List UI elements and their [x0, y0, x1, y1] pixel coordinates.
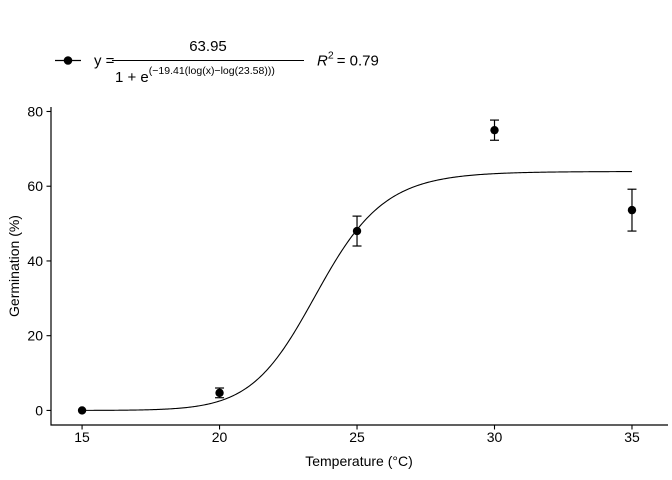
x-tick-label: 15 — [74, 429, 90, 445]
equation-denominator-base: 1 + e — [115, 69, 149, 86]
r-squared-value: = 0.79 — [337, 53, 379, 70]
legend: y = 63.95 1 + e(−19.41(log(x)−log(23.58)… — [55, 38, 379, 86]
y-tick-label: 80 — [27, 103, 43, 119]
data-point — [627, 205, 637, 215]
y-tick-label: 20 — [27, 328, 43, 344]
y-tick-label: 40 — [27, 253, 43, 269]
x-tick-label: 30 — [487, 429, 503, 445]
axes-layer: 15 20 25 30 35 0 20 40 60 80 — [27, 103, 668, 445]
equation-numerator: 63.95 — [189, 38, 227, 55]
fit-curve — [82, 171, 632, 411]
x-tick-label: 20 — [212, 429, 228, 445]
equation-exponent: (−19.41(log(x)−log(23.58))) — [149, 65, 275, 77]
x-tick-label: 35 — [624, 429, 640, 445]
equation-r-squared: R2 = 0.79 — [317, 50, 379, 70]
data-point — [215, 388, 224, 398]
y-axis-title: Germination (%) — [6, 215, 22, 317]
equation-denominator: 1 + e(−19.41(log(x)−log(23.58))) — [115, 65, 275, 86]
data-point — [352, 226, 362, 236]
r-exponent: 2 — [328, 50, 334, 62]
legend-key-point-icon — [63, 56, 73, 65]
axis-lines — [50, 107, 668, 426]
x-axis-title: Temperature (°C) — [305, 453, 413, 469]
data-point — [77, 406, 87, 415]
data-point — [490, 125, 499, 135]
equation-lhs: y = — [94, 53, 115, 70]
r-symbol: R — [317, 53, 328, 70]
y-tick-label: 60 — [27, 178, 43, 194]
x-tick-label: 25 — [349, 429, 365, 445]
y-tick-label: 0 — [35, 402, 43, 418]
plot-layer — [77, 119, 637, 415]
